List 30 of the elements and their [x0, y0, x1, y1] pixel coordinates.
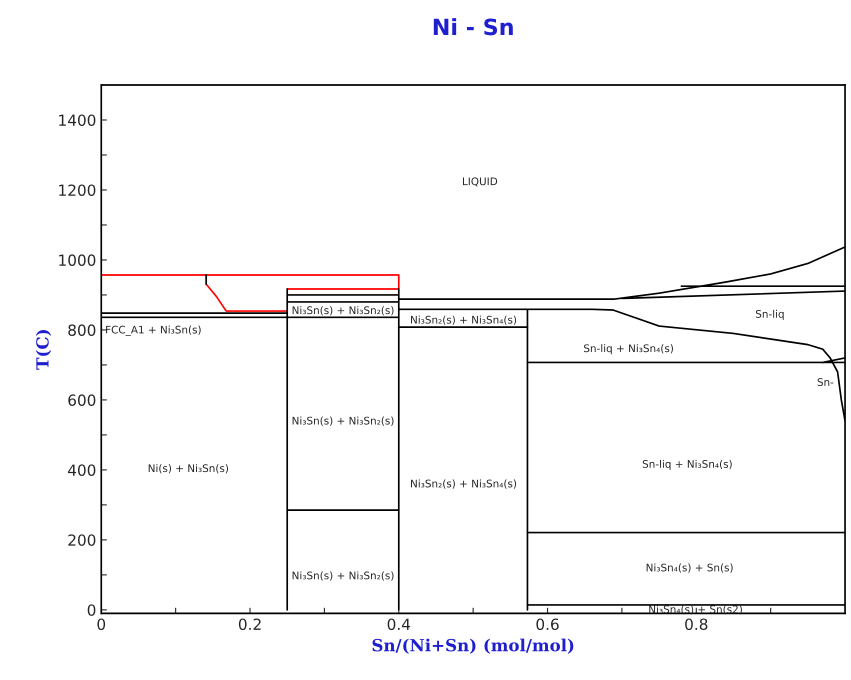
annotation: Sn-liq + Ni₃Sn₄(s) — [642, 460, 732, 470]
y-tick-label: 0 — [88, 604, 96, 616]
x-tick-label: 0.2 — [238, 618, 261, 630]
y-tick-label: 200 — [68, 534, 96, 546]
y-tick-label: 400 — [68, 464, 96, 476]
x-tick-label: 0.4 — [388, 618, 410, 630]
y-tick-label: 1400 — [59, 114, 96, 126]
annotation: Ni₃Sn₄(s) + Sn(s) — [646, 563, 733, 573]
annotation: Ni(s) + Ni₃Sn(s) — [148, 464, 228, 474]
x-tick-label: 0 — [97, 618, 106, 630]
y-axis-title: T(C) — [36, 330, 52, 370]
annotation: Ni₃Sn₂(s) + Ni₃Sn₄(s) — [411, 316, 516, 325]
annotation: Ni₃Sn(s) + Ni₃Sn₂(s) — [292, 306, 394, 316]
annotation: Sn-liq + Ni₃Sn₄(s) — [584, 344, 673, 354]
annotation: FCC_A1 + Ni₃Sn(s) — [106, 326, 201, 336]
x-tick-label: 0.6 — [536, 618, 559, 630]
y-tick-label: 1000 — [59, 254, 96, 266]
chart-title: Ni - Sn — [434, 18, 513, 36]
annotation: Ni₃Sn(s) + Ni₃Sn₂(s) — [292, 416, 394, 426]
annotation: Sn-liq — [756, 310, 784, 320]
annotation: Sn- — [818, 378, 834, 386]
x-tick-label: 0.8 — [685, 618, 708, 630]
y-tick-label: 800 — [68, 324, 96, 336]
y-tick-label: 600 — [68, 394, 96, 406]
annotation: Ni₃Sn₄(s) + Sn(s2) — [649, 605, 742, 614]
annotation: LIQUID — [462, 177, 498, 186]
y-tick-label: 1200 — [59, 184, 96, 196]
x-axis-title: Sn/(Ni+Sn) (mol/mol) — [372, 638, 574, 654]
annotation: Ni₃Sn(s) + Ni₃Sn₂(s) — [292, 571, 394, 581]
annotation: Ni₃Sn₂(s) + Ni₃Sn₄(s) — [411, 479, 516, 489]
